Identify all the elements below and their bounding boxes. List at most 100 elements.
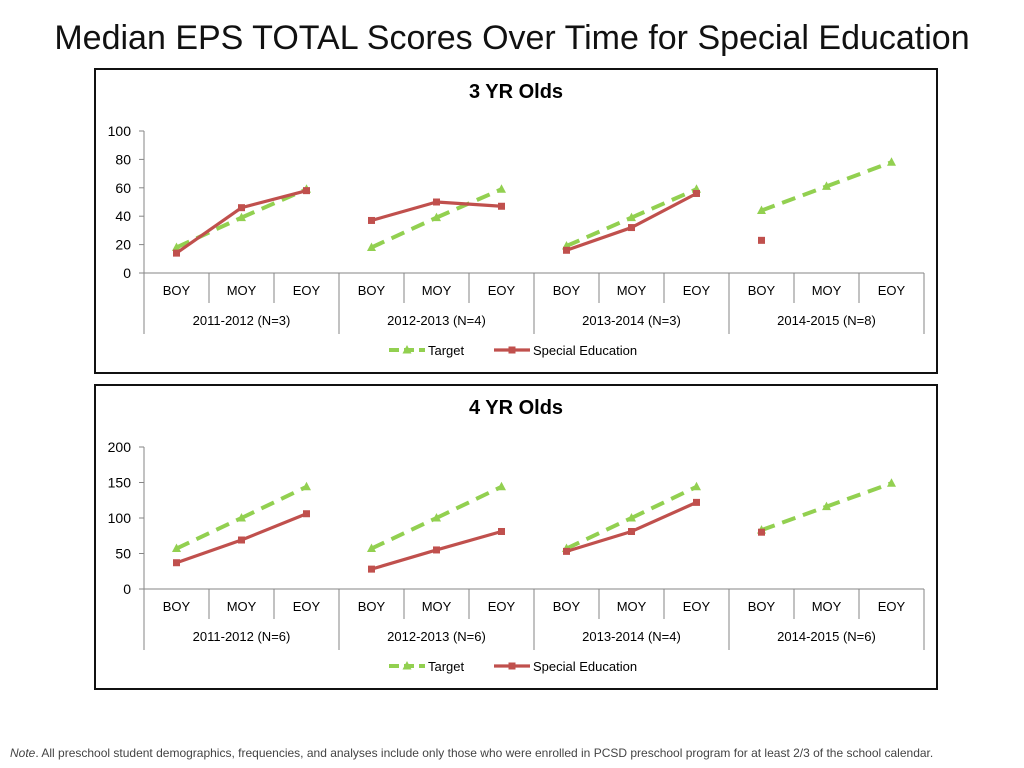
x-tick-label-moy: MOY [617,599,647,614]
target-line-segment [630,484,698,520]
special-education-line-segment [436,200,502,208]
y-tick-label: 0 [123,581,131,597]
x-tick-label-moy: MOY [422,599,452,614]
target-line-segment [760,184,828,213]
y-tick-label: 60 [115,180,131,196]
special-education-point [368,216,375,224]
target-point [822,501,831,511]
target-line-segment [565,215,633,248]
x-tick-label-boy: BOY [553,599,581,614]
special-education-line-segment [371,548,437,571]
x-group-label: 2012-2013 (N=6) [387,629,486,644]
special-education-line-segment [436,529,502,552]
page-title: Median EPS TOTAL Scores Over Time for Sp… [54,19,970,57]
footnote-label: Note [10,746,36,760]
y-tick-label: 0 [123,265,131,281]
x-group-label: 2013-2014 (N=4) [582,629,681,644]
x-tick-label-eoy: EOY [488,283,516,298]
x-tick-label-moy: MOY [812,283,842,298]
legend-special-education-label: Special Education [533,659,637,674]
target-point [887,157,896,166]
y-tick-label: 40 [115,208,131,224]
special-education-point [563,547,570,555]
x-group-label: 2014-2015 (N=6) [777,629,876,644]
legend-target-label: Target [428,343,465,358]
target-point [237,513,246,522]
target-point [887,478,896,487]
x-group-label: 2012-2013 (N=4) [387,313,486,328]
target-line-segment [240,187,308,220]
target-line-segment [370,215,438,250]
special-education-point [693,189,700,197]
chart-4yr-olds: 4 YR Olds 0 50 100 150 200 BOY MOY EOY 2011-2012 … [94,384,938,690]
target-point [237,212,246,222]
target-point [367,242,376,251]
special-education-line-segment [371,200,437,222]
footnote-text: . All preschool student demographics, fr… [35,746,934,760]
special-education-point [498,527,505,535]
target-point [302,481,311,491]
legend-special-education-label: Special Education [533,343,637,358]
special-education-point [368,565,375,573]
special-education-point [628,527,635,535]
target-line-segment [630,187,698,220]
y-tick-label: 200 [108,439,132,455]
special-education-point [303,510,310,518]
special-education-point [498,202,505,210]
target-point [692,481,701,491]
target-point [432,513,441,522]
special-education-point [433,198,440,206]
target-point [367,543,376,553]
target-line-segment [435,484,503,520]
x-group-label: 2013-2014 (N=3) [582,313,681,328]
special-education-point [758,236,765,244]
special-education-line-segment [241,189,307,210]
chart-title: 4 YR Olds [469,397,563,419]
x-tick-label-boy: BOY [163,599,191,614]
target-line-segment [240,484,308,520]
y-tick-label: 50 [115,546,131,562]
chart-title: 3 YR Olds [469,81,563,103]
special-education-point [628,224,635,232]
x-tick-label-eoy: EOY [878,283,906,298]
target-point [757,205,766,215]
target-point [172,242,181,251]
special-education-line-segment [240,512,308,542]
target-point [497,481,506,491]
special-education-line-segment [175,538,243,565]
special-education-point [238,204,245,212]
target-point [822,181,831,190]
target-point [172,543,181,553]
target-point [497,184,506,193]
x-tick-label-moy: MOY [227,599,257,614]
chart-3yr-olds: 3 YR Olds 0 20 40 60 80 100 BOY MOY EOY 2011-2012 … [94,68,938,374]
y-tick-label: 20 [115,237,131,253]
x-tick-label-boy: BOY [358,599,386,614]
x-tick-label-boy: BOY [358,283,386,298]
target-line-segment [370,516,438,551]
target-point [432,212,441,222]
x-tick-label-eoy: EOY [878,599,906,614]
x-tick-label-moy: MOY [617,283,647,298]
y-tick-label: 100 [108,510,132,526]
x-tick-label-eoy: EOY [293,599,321,614]
x-tick-label-moy: MOY [812,599,842,614]
y-tick-label: 100 [108,123,132,139]
legend-target-label: Target [428,659,465,674]
footnote: Note. All preschool student demographics… [10,746,1020,760]
special-education-point [563,246,570,254]
x-tick-label-boy: BOY [553,283,581,298]
special-education-point [173,559,180,567]
legend-target-marker [402,661,412,670]
x-tick-label-eoy: EOY [683,599,711,614]
y-tick-label: 150 [108,475,132,491]
target-line-segment [825,160,893,189]
target-line-segment [825,481,893,509]
legend-special-education-marker [508,662,516,670]
special-education-line-segment [175,206,243,255]
special-education-line-segment [630,500,698,533]
y-tick-label: 80 [115,151,131,167]
special-education-line-segment [566,529,632,553]
